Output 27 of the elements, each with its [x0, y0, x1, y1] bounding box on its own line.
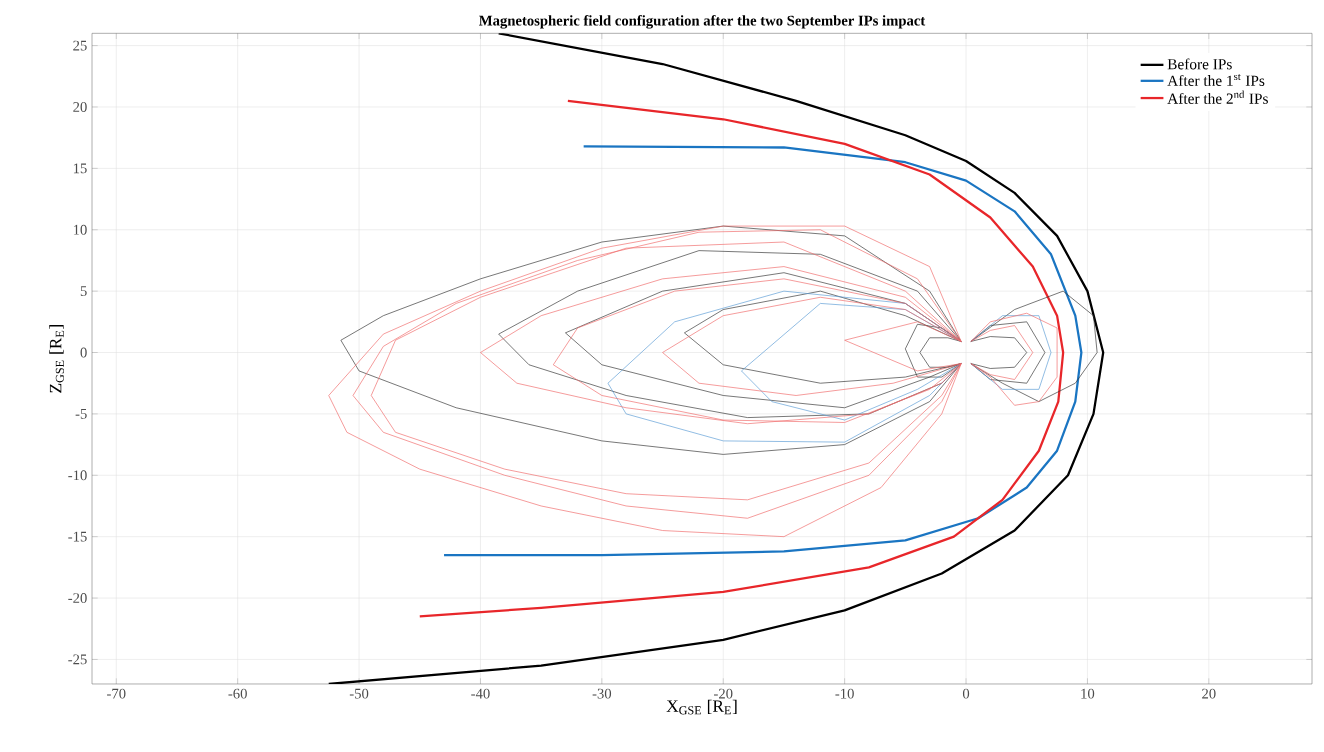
y-tick-label: -25 [68, 654, 87, 665]
y-tick-label: 10 [73, 224, 87, 235]
legend-label: Before IPs [1167, 58, 1232, 70]
y-tick-label: -10 [68, 470, 87, 481]
y-tick-label: 15 [73, 163, 87, 174]
y-tick-label: 5 [80, 286, 87, 297]
y-tick-label: -15 [68, 531, 87, 542]
x-tick-label: 20 [1202, 688, 1216, 699]
x-tick-label: 10 [1081, 688, 1095, 699]
x-tick-label: -20 [714, 688, 733, 699]
y-tick-label: -20 [68, 593, 87, 603]
x-tick-label: -30 [592, 688, 612, 699]
y-tick-label: -5 [75, 409, 87, 419]
x-tick-label: 0 [962, 688, 970, 699]
x-tick-label: -10 [835, 688, 854, 699]
y-axis-title: Z$_{GSE}$ [R$_{E}$] [49, 325, 64, 393]
legend-label: After the 2$^{nd}$ IPs [1167, 90, 1268, 104]
y-tick-label: 0 [80, 347, 87, 358]
legend-label: After the 1$^{st}$ IPs [1167, 73, 1265, 86]
x-axis-title: X$_{GSE}$ [R$_{E}$] [666, 699, 737, 715]
x-tick-label: -40 [471, 688, 490, 699]
y-tick-label: 25 [73, 40, 87, 51]
x-tick-label: -70 [107, 688, 126, 699]
x-tick-label: -50 [349, 688, 369, 699]
chart-title: Magnetospheric field configuration after the two September IPs impact [479, 15, 926, 29]
x-tick-label: -60 [228, 688, 247, 699]
y-tick-label: 20 [73, 102, 87, 112]
